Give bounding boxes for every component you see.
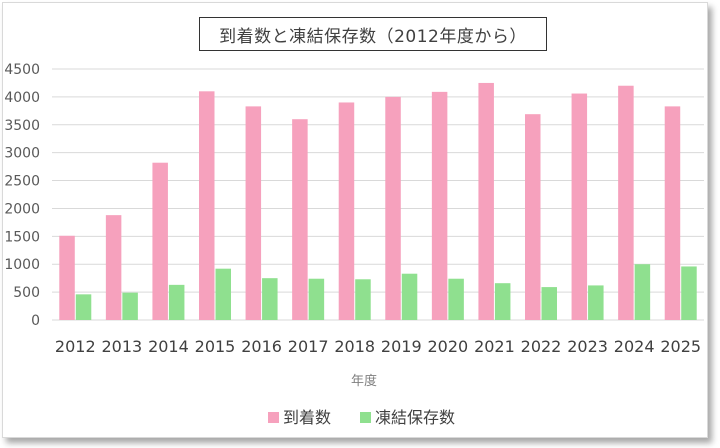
x-tick-label: 2023 bbox=[567, 337, 608, 356]
bar-frozen bbox=[122, 292, 138, 320]
y-tick-label: 4500 bbox=[4, 62, 40, 78]
bar-frozen bbox=[75, 294, 92, 320]
bar-frozen bbox=[168, 284, 185, 320]
bar-arrivals bbox=[59, 235, 75, 320]
y-tick-label: 4000 bbox=[4, 90, 40, 106]
bar-arrivals bbox=[245, 106, 262, 320]
y-tick-label: 2500 bbox=[4, 174, 40, 190]
bar-arrivals bbox=[199, 91, 215, 320]
bar-frozen bbox=[634, 264, 651, 320]
y-tick-label: 3500 bbox=[4, 118, 40, 134]
bar-frozen bbox=[215, 268, 231, 320]
bar-arrivals bbox=[292, 119, 308, 320]
bar-frozen bbox=[262, 278, 278, 320]
bar-frozen bbox=[588, 285, 604, 320]
y-tick-label: 1000 bbox=[4, 257, 40, 273]
x-tick-label: 2025 bbox=[660, 337, 701, 356]
bar-arrivals bbox=[664, 106, 681, 320]
bar-arrivals bbox=[571, 93, 588, 320]
x-tick-label: 2013 bbox=[101, 337, 142, 356]
chart-title: 到着数と凍結保存数（2012年度から） bbox=[199, 17, 547, 51]
legend-swatch-frozen bbox=[360, 412, 371, 423]
x-tick-label: 2021 bbox=[474, 337, 515, 356]
x-tick-label: 2017 bbox=[288, 337, 329, 356]
bar-arrivals bbox=[105, 215, 122, 320]
legend-label-arrivals: 到着数 bbox=[283, 408, 331, 427]
legend-swatch-arrivals bbox=[268, 412, 279, 423]
x-tick-label: 2014 bbox=[148, 337, 189, 356]
y-tick-label: 1500 bbox=[4, 229, 40, 245]
x-tick-label: 2024 bbox=[614, 337, 655, 356]
bar-arrivals bbox=[618, 85, 634, 320]
legend-label-frozen: 凍結保存数 bbox=[375, 408, 455, 427]
x-tick-label: 2012 bbox=[55, 337, 96, 356]
x-tick-label: 2022 bbox=[521, 337, 562, 356]
x-tick-label: 2018 bbox=[334, 337, 375, 356]
bar-arrivals bbox=[525, 114, 541, 321]
bar-frozen bbox=[494, 283, 511, 320]
bar-frozen bbox=[308, 278, 325, 320]
bar-arrivals bbox=[385, 96, 401, 320]
y-tick-label: 0 bbox=[31, 313, 40, 329]
bar-frozen bbox=[401, 273, 418, 320]
bar-frozen bbox=[541, 287, 557, 320]
bar-arrivals bbox=[338, 102, 355, 320]
x-tick-label: 2020 bbox=[427, 337, 468, 356]
x-tick-label: 2019 bbox=[381, 337, 422, 356]
y-tick-label: 500 bbox=[13, 285, 40, 301]
y-tick-label: 2000 bbox=[4, 201, 40, 217]
bar-arrivals bbox=[431, 91, 448, 320]
bar-frozen bbox=[448, 278, 464, 320]
bar-frozen bbox=[355, 279, 371, 320]
bar-arrivals bbox=[152, 162, 168, 320]
bar-frozen bbox=[681, 266, 697, 320]
x-axis-title: 年度 bbox=[351, 373, 377, 389]
x-tick-label: 2016 bbox=[241, 337, 282, 356]
y-tick-label: 3000 bbox=[4, 146, 40, 162]
bar-arrivals bbox=[478, 82, 494, 320]
x-tick-label: 2015 bbox=[195, 337, 236, 356]
